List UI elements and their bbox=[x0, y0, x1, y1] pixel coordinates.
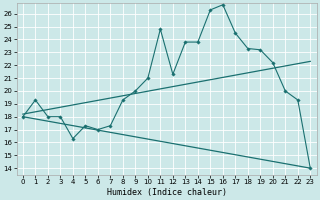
X-axis label: Humidex (Indice chaleur): Humidex (Indice chaleur) bbox=[107, 188, 227, 197]
